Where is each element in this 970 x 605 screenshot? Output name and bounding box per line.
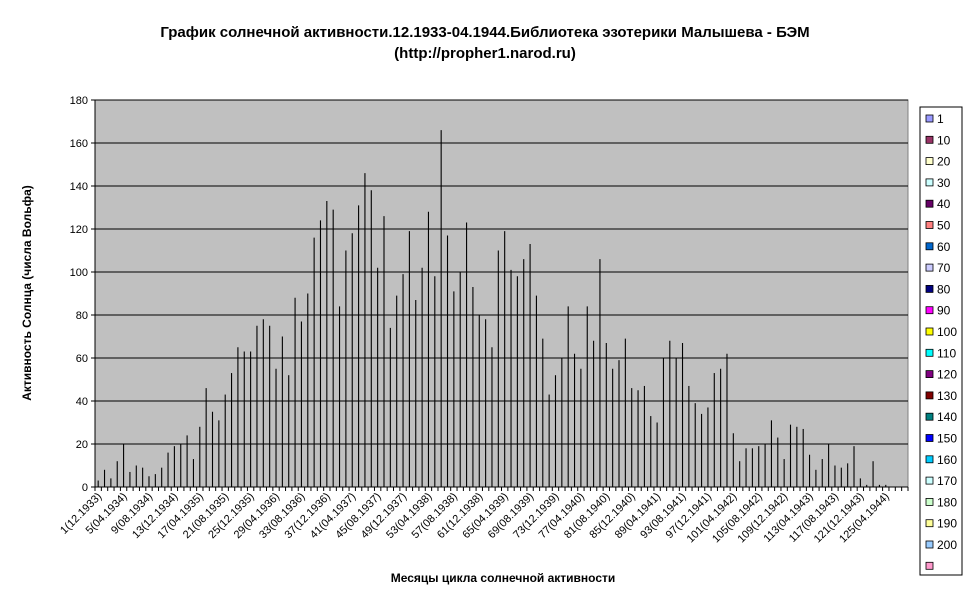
legend-label: 1 <box>937 112 944 126</box>
legend-swatch <box>925 348 934 357</box>
legend-swatch <box>925 540 934 549</box>
legend-label: 60 <box>937 240 951 254</box>
legend-label: 170 <box>937 474 957 488</box>
legend-label: 130 <box>937 389 957 403</box>
legend-label: 150 <box>937 432 957 446</box>
plot-area <box>94 99 909 488</box>
y-tick-label: 40 <box>76 396 88 408</box>
legend-swatch <box>925 476 934 485</box>
legend-label: 190 <box>937 517 957 531</box>
x-axis-ticks: 1(12.1933)5(04.1934)9(08.1934)13(12.1934… <box>58 487 909 545</box>
y-tick-label: 160 <box>70 138 88 150</box>
chart-title: График солнечной активности.12.1933-04.1… <box>160 24 809 41</box>
legend-label: 50 <box>937 219 951 233</box>
y-tick-label: 120 <box>70 224 88 236</box>
legend-label: 10 <box>937 133 951 147</box>
legend-swatch <box>925 157 934 166</box>
legend-swatch <box>925 455 934 464</box>
y-tick-label: 20 <box>76 439 88 451</box>
legend-swatch <box>925 221 934 229</box>
y-tick-label: 140 <box>70 181 88 193</box>
legend-swatch <box>925 497 934 506</box>
legend: 1102030405060708090100110120130140150160… <box>919 106 963 576</box>
bars <box>97 130 887 487</box>
legend-swatch <box>925 412 934 421</box>
legend-label: 120 <box>937 368 957 382</box>
legend-swatch <box>925 242 934 251</box>
legend-label: 40 <box>937 197 951 211</box>
x-axis-title: Месяцы цикла солнечной активности <box>391 571 616 585</box>
legend-swatch <box>925 519 934 528</box>
legend-swatch <box>925 114 934 123</box>
legend-label: 160 <box>937 453 957 467</box>
legend-label: 90 <box>937 304 951 318</box>
y-tick-label: 60 <box>76 353 88 365</box>
legend-swatch <box>925 327 934 336</box>
chart-subtitle: (http://propher1.narod.ru) <box>394 45 576 62</box>
legend-label: 180 <box>937 495 957 509</box>
legend-label: 110 <box>937 346 956 360</box>
y-tick-label: 80 <box>76 310 88 322</box>
legend-swatch <box>925 370 934 379</box>
legend-label: 30 <box>937 176 951 190</box>
y-axis-ticks: 0 20 40 60 80 100 120 140 160 180 <box>70 95 95 494</box>
legend-swatch <box>925 306 934 315</box>
legend-swatch <box>925 391 934 400</box>
legend-swatch <box>925 178 934 187</box>
legend-swatch <box>925 263 934 272</box>
gridlines <box>95 99 908 445</box>
y-axis-title: Активность Солнца (числа Вольфа) <box>20 185 34 401</box>
legend-swatch <box>925 284 934 293</box>
legend-swatch <box>925 434 934 442</box>
y-tick-label: 180 <box>70 95 88 107</box>
legend-label: 100 <box>937 325 957 339</box>
legend-label: 200 <box>937 538 957 552</box>
legend-label: 140 <box>937 410 957 424</box>
legend-swatch <box>925 199 934 208</box>
legend-swatch <box>925 135 934 144</box>
legend-label: 80 <box>937 282 951 296</box>
y-tick-label: 0 <box>82 482 88 494</box>
y-tick-label: 100 <box>70 267 88 279</box>
legend-swatch <box>925 561 934 570</box>
legend-label: 20 <box>937 155 951 169</box>
legend-label: 70 <box>937 261 951 275</box>
